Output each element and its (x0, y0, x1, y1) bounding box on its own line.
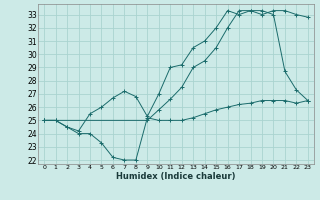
X-axis label: Humidex (Indice chaleur): Humidex (Indice chaleur) (116, 172, 236, 181)
